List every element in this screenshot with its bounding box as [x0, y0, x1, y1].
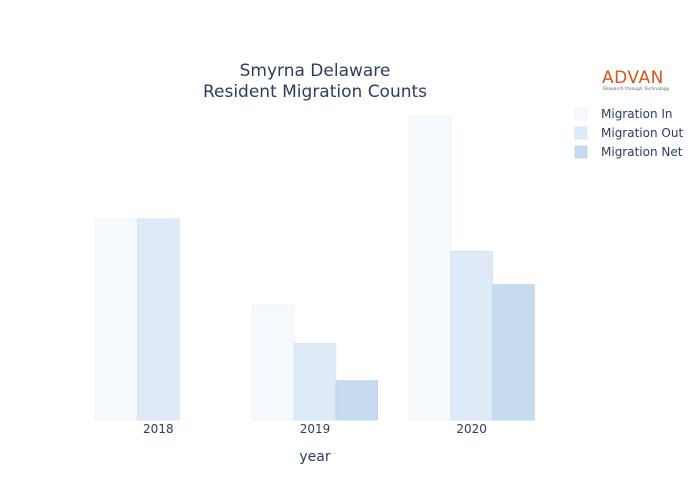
- legend-swatch-migration-out[interactable]: [574, 126, 588, 140]
- bar-migration-out-2019: [293, 343, 337, 421]
- legend-swatch-migration-net[interactable]: [574, 145, 588, 159]
- advan-logo: ADVAN Research through Technology: [602, 68, 670, 92]
- legend-label-migration-net[interactable]: Migration Net: [601, 145, 683, 159]
- x-tick-label-2019: 2019: [300, 422, 331, 436]
- bar-migration-in-2020: [408, 115, 452, 421]
- legend-swatch-migration-in[interactable]: [574, 107, 588, 121]
- chart-title-line-1: Smyrna Delaware: [240, 61, 391, 81]
- bar-migration-in-2018: [95, 218, 138, 421]
- logo-text: ADVAN: [602, 68, 664, 88]
- logo-tagline: Research through Technology: [603, 86, 670, 92]
- bars-layer: [95, 115, 535, 421]
- x-tick-labels: 2018 2019 2020: [143, 422, 487, 436]
- bar-migration-in-2019: [251, 303, 295, 421]
- bar-migration-net-2020: [492, 284, 535, 421]
- bar-migration-out-2020: [450, 250, 493, 421]
- x-axis-title: year: [299, 449, 330, 465]
- chart-title-line-2: Resident Migration Counts: [203, 82, 427, 102]
- x-tick-label-2020: 2020: [456, 422, 487, 436]
- bar-migration-net-2019: [335, 380, 379, 421]
- legend: Migration In Migration Out Migration Net: [574, 107, 683, 159]
- legend-label-migration-in[interactable]: Migration In: [601, 107, 673, 121]
- legend-label-migration-out[interactable]: Migration Out: [601, 126, 683, 140]
- bar-migration-out-2018: [137, 218, 180, 421]
- x-tick-label-2018: 2018: [143, 422, 174, 436]
